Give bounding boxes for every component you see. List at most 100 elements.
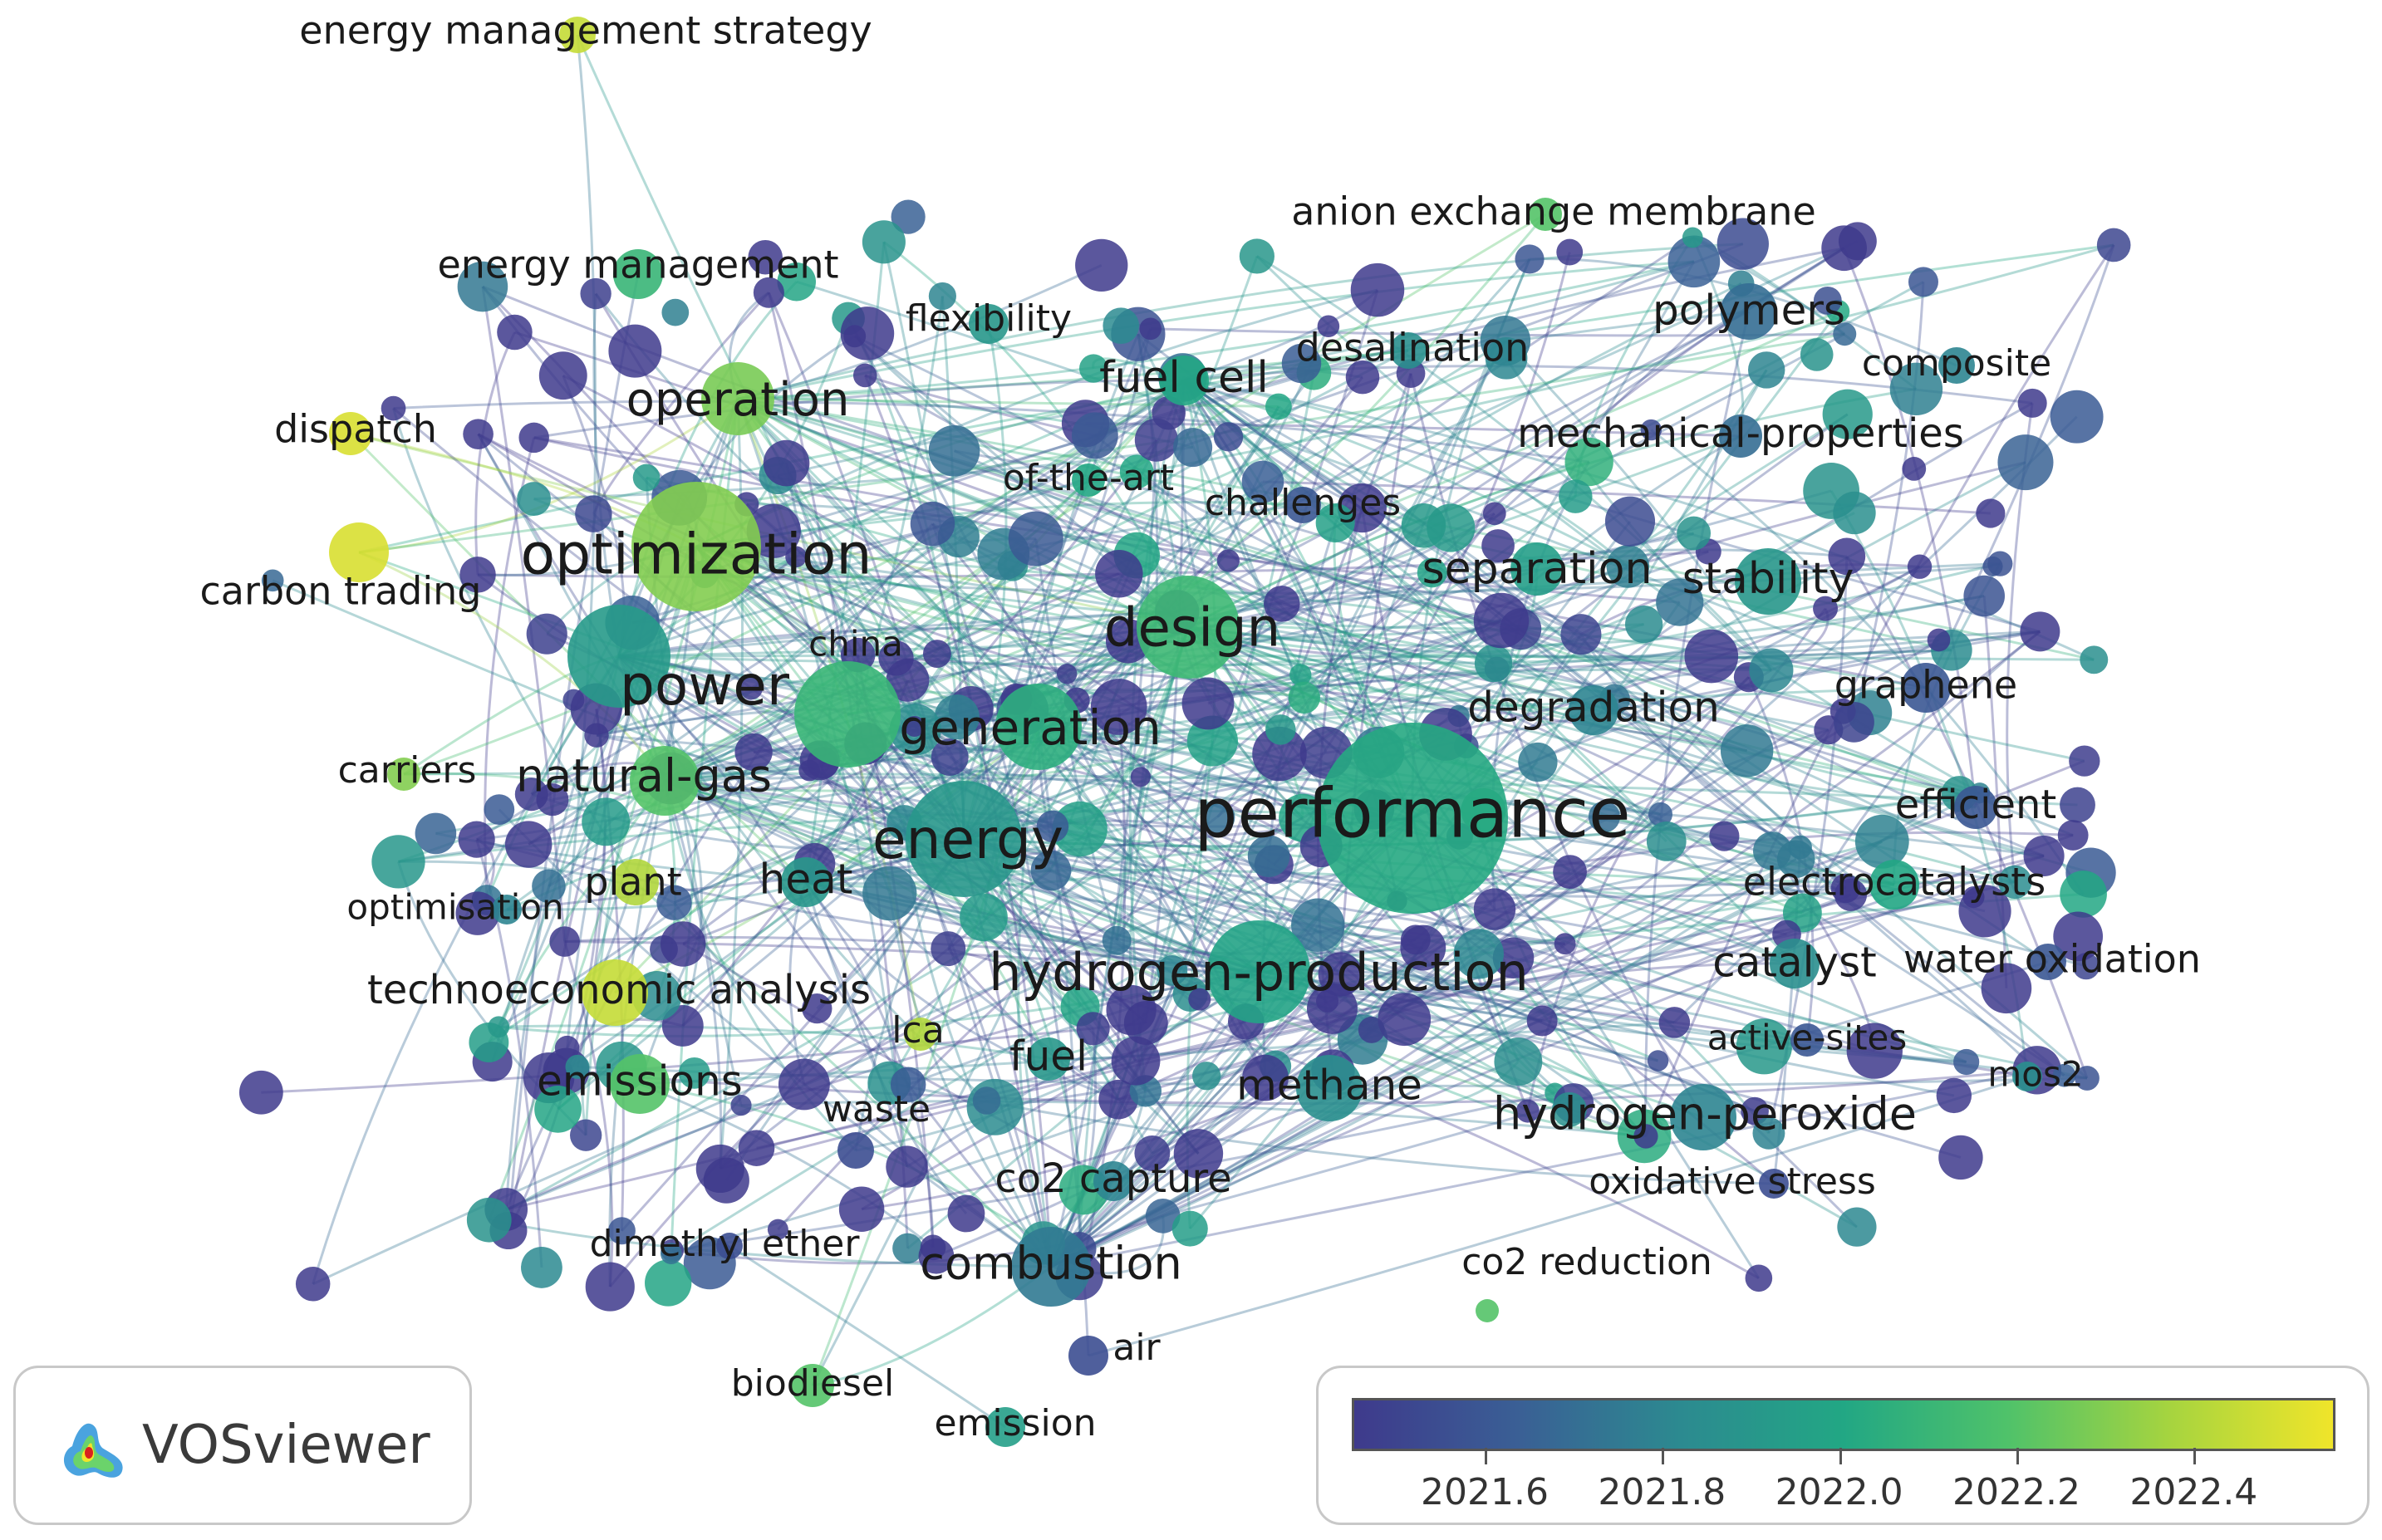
keyword-node-optimization[interactable] <box>631 482 761 611</box>
keyword-node-unlabeled[interactable] <box>748 239 783 275</box>
keyword-node-unlabeled[interactable] <box>1998 865 2032 900</box>
keyword-node-unlabeled[interactable] <box>1453 929 1504 979</box>
keyword-node-unlabeled[interactable] <box>1145 1199 1181 1233</box>
keyword-node-unlabeled[interactable] <box>1098 1079 1138 1120</box>
keyword-node-unlabeled[interactable] <box>2052 1063 2076 1087</box>
keyword-node-unlabeled[interactable] <box>415 812 457 855</box>
keyword-node-unlabeled[interactable] <box>458 821 495 858</box>
keyword-node-unlabeled[interactable] <box>1052 801 1108 857</box>
keyword-node-desalination[interactable] <box>1390 332 1427 369</box>
keyword-node-of-the-art[interactable] <box>1072 463 1105 497</box>
keyword-node-hydrogen-peroxide[interactable] <box>1670 1084 1736 1150</box>
keyword-node-unlabeled[interactable] <box>2017 388 2047 418</box>
keyword-node-unlabeled[interactable] <box>1241 460 1284 503</box>
keyword-node-unlabeled[interactable] <box>763 439 810 487</box>
keyword-node-unlabeled[interactable] <box>678 1057 710 1089</box>
keyword-node-unlabeled[interactable] <box>1030 850 1072 891</box>
keyword-node-unlabeled[interactable] <box>778 1058 830 1111</box>
keyword-node-active-sites[interactable] <box>1790 1023 1824 1057</box>
keyword-node-unlabeled[interactable] <box>538 351 587 400</box>
keyword-node-waste[interactable] <box>837 1132 874 1169</box>
keyword-node-unlabeled[interactable] <box>1936 1077 1972 1114</box>
keyword-node-power[interactable] <box>567 605 670 708</box>
keyword-node-unlabeled[interactable] <box>1559 479 1593 513</box>
keyword-node-biodiesel[interactable] <box>791 1364 834 1407</box>
keyword-node-unlabeled[interactable] <box>584 723 609 748</box>
keyword-node-unlabeled[interactable] <box>1833 491 1876 535</box>
keyword-node-unlabeled[interactable] <box>1252 726 1307 782</box>
keyword-node-unlabeled[interactable] <box>2023 835 2065 876</box>
keyword-node-unlabeled[interactable] <box>785 546 807 568</box>
keyword-node-unlabeled[interactable] <box>1518 742 1558 782</box>
keyword-node-unlabeled[interactable] <box>904 715 926 737</box>
keyword-node-natural-gas[interactable] <box>630 746 700 816</box>
keyword-node-combustion[interactable] <box>1011 1227 1091 1307</box>
keyword-node-unlabeled[interactable] <box>1350 262 1405 317</box>
keyword-node-unlabeled[interactable] <box>922 640 951 668</box>
keyword-node-unlabeled[interactable] <box>2096 228 2131 262</box>
keyword-node-unlabeled[interactable] <box>2050 390 2104 444</box>
keyword-node-unlabeled[interactable] <box>1908 267 1938 297</box>
keyword-node-generation[interactable] <box>995 684 1082 770</box>
keyword-node-unlabeled[interactable] <box>1640 419 1662 441</box>
keyword-node-unlabeled[interactable] <box>661 1005 704 1047</box>
keyword-node-unlabeled[interactable] <box>1633 1124 1658 1149</box>
keyword-node-unlabeled[interactable] <box>1846 1023 1903 1079</box>
keyword-node-energy-management[interactable] <box>613 249 663 299</box>
keyword-node-unlabeled[interactable] <box>1938 1135 1983 1180</box>
keyword-node-unlabeled[interactable] <box>1102 925 1132 955</box>
keyword-node-unlabeled[interactable] <box>1181 677 1235 730</box>
keyword-node-unlabeled[interactable] <box>518 422 549 454</box>
keyword-node-unlabeled[interactable] <box>1090 679 1147 735</box>
keyword-node-mechanical-properties[interactable] <box>1719 414 1762 458</box>
keyword-node-unlabeled[interactable] <box>2060 787 2095 823</box>
keyword-node-unlabeled[interactable] <box>1813 286 1842 315</box>
keyword-node-unlabeled[interactable] <box>1821 225 1867 272</box>
keyword-node-unlabeled[interactable] <box>753 277 784 308</box>
keyword-node-dimethyl-ether[interactable] <box>716 1233 743 1259</box>
keyword-node-unlabeled[interactable] <box>1075 238 1128 292</box>
keyword-node-performance[interactable] <box>1317 723 1508 914</box>
keyword-node-unlabeled[interactable] <box>1556 238 1584 266</box>
keyword-node-unlabeled[interactable] <box>1186 715 1238 767</box>
keyword-node-unlabeled[interactable] <box>607 1217 636 1245</box>
keyword-node-unlabeled[interactable] <box>1604 496 1656 547</box>
keyword-node-unlabeled[interactable] <box>1485 336 1528 380</box>
keyword-node-unlabeled[interactable] <box>838 1186 885 1232</box>
keyword-node-unlabeled[interactable] <box>1473 592 1530 649</box>
keyword-node-unlabeled[interactable] <box>1134 418 1178 462</box>
keyword-node-emission[interactable] <box>985 1407 1025 1447</box>
keyword-node-unlabeled[interactable] <box>1358 1016 1385 1043</box>
keyword-node-unlabeled[interactable] <box>1213 422 1244 452</box>
keyword-node-unlabeled[interactable] <box>565 1054 590 1079</box>
keyword-node-unlabeled[interactable] <box>1709 821 1740 851</box>
keyword-node-unlabeled[interactable] <box>1071 412 1118 459</box>
keyword-node-unlabeled[interactable] <box>2069 745 2100 777</box>
keyword-node-unlabeled[interactable] <box>1752 831 1792 871</box>
keyword-node-unlabeled[interactable] <box>1682 227 1703 248</box>
keyword-node-unlabeled[interactable] <box>238 1070 283 1115</box>
keyword-node-unlabeled[interactable] <box>1720 724 1774 777</box>
keyword-node-fuel-cell[interactable] <box>1159 356 1209 405</box>
keyword-node-unlabeled[interactable] <box>1837 1207 1877 1247</box>
keyword-node-unlabeled[interactable] <box>892 1233 923 1264</box>
keyword-node-unlabeled[interactable] <box>660 1243 682 1265</box>
keyword-node-unlabeled[interactable] <box>1560 614 1602 655</box>
keyword-node-unlabeled[interactable] <box>1554 933 1576 955</box>
keyword-node-unlabeled[interactable] <box>459 557 496 593</box>
keyword-node-hydrogen-production[interactable] <box>1207 920 1310 1023</box>
keyword-node-unlabeled[interactable] <box>1648 802 1673 826</box>
keyword-node-unlabeled[interactable] <box>2080 645 2109 674</box>
keyword-node-unlabeled[interactable] <box>891 199 926 234</box>
keyword-node-optimisation[interactable] <box>492 895 522 924</box>
keyword-node-unlabeled[interactable] <box>886 1145 928 1188</box>
keyword-node-unlabeled[interactable] <box>1188 988 1211 1011</box>
keyword-node-lca[interactable] <box>904 1018 937 1051</box>
keyword-node-methane[interactable] <box>1296 1055 1363 1121</box>
keyword-node-unlabeled[interactable] <box>1474 644 1513 683</box>
keyword-node-unlabeled[interactable] <box>1173 1129 1224 1179</box>
keyword-node-unlabeled[interactable] <box>1717 218 1769 270</box>
keyword-node-unlabeled[interactable] <box>862 866 917 921</box>
keyword-node-unlabeled[interactable] <box>1139 317 1162 341</box>
keyword-node-unlabeled[interactable] <box>931 931 966 967</box>
